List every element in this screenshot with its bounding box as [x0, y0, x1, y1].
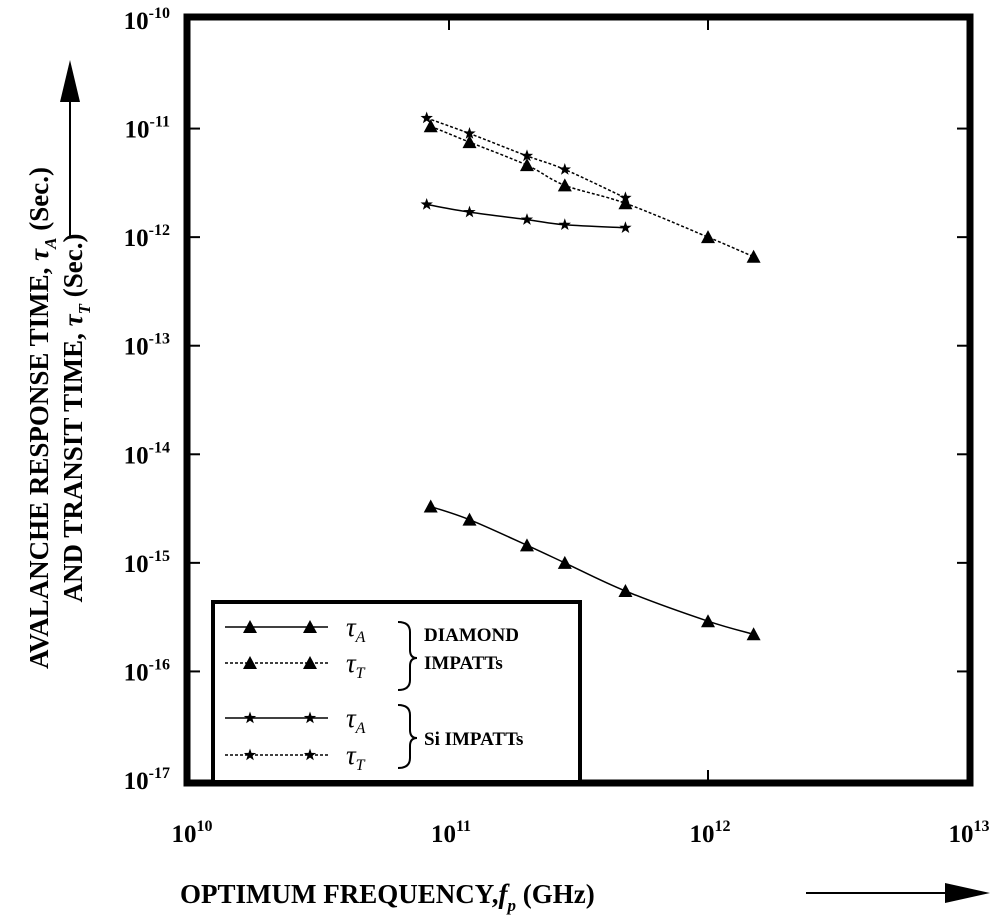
series-2 [423, 119, 761, 263]
y-tick-label: 10-17 [124, 765, 170, 795]
data-point [558, 163, 571, 175]
svg-text:AVALANCHE RESPONSE TIME, τA (S: AVALANCHE RESPONSE TIME, τA (Sec.) [24, 167, 60, 669]
legend-entry-label: τA [346, 612, 366, 646]
data-point [423, 499, 438, 513]
data-point [746, 627, 761, 641]
x-tick-label: 1010 [172, 818, 213, 848]
data-point [618, 196, 633, 210]
x-direction-arrow [806, 883, 990, 903]
y-tick-label: 10-14 [124, 439, 170, 469]
data-point [420, 198, 433, 210]
legend-marker [303, 656, 317, 669]
legend-marker [303, 620, 317, 633]
legend-marker [303, 711, 317, 724]
y-tick-label: 10-15 [124, 548, 170, 578]
data-point [618, 584, 633, 598]
y-axis-title-line2: AND TRANSIT TIME, τT (Sec.) [58, 234, 94, 603]
data-point [558, 218, 571, 230]
legend-entry-label: τT [346, 648, 366, 682]
data-point [557, 178, 572, 192]
legend-box [211, 600, 582, 784]
data-point [462, 512, 477, 526]
y-tick-label: 10-16 [124, 656, 170, 686]
legend-brace-si [397, 704, 418, 769]
y-tick-label: 10-13 [124, 331, 170, 361]
series-layer [420, 111, 761, 641]
x-tick-label: 1011 [431, 818, 471, 848]
y-tick-label: 10-12 [124, 222, 170, 252]
data-point [463, 127, 476, 139]
data-point [420, 111, 433, 124]
legend-group-si: Si IMPATTs [424, 729, 523, 750]
series-3 [420, 198, 632, 233]
x-axis-title: OPTIMUM FREQUENCY,fp (GHz) [180, 879, 595, 915]
data-point [746, 249, 761, 263]
data-point [520, 149, 534, 162]
x-tick-label: 1013 [949, 818, 990, 848]
data-point [701, 230, 715, 244]
legend-samples [225, 620, 328, 761]
data-point [519, 538, 534, 552]
y-direction-arrow [60, 60, 80, 238]
data-point [462, 135, 477, 149]
legend-marker [243, 620, 257, 633]
legend-marker [243, 748, 257, 761]
data-point [619, 221, 632, 233]
data-point [423, 119, 438, 133]
legend-marker [303, 748, 317, 761]
y-axis-title-line1: AVALANCHE RESPONSE TIME, τA (Sec.) [24, 167, 60, 669]
legend-marker [243, 711, 257, 724]
x-axis-ticks: 1010 1011 1012 1013 [172, 20, 990, 848]
series-4 [420, 111, 632, 204]
y-axis-ticks: 10-10 10-11 10-12 10-13 10-14 10-15 10-16 10-17 [124, 5, 967, 795]
legend-marker [243, 656, 257, 669]
legend-group-diamond-line2: IMPATTs [424, 653, 503, 674]
data-point [557, 555, 572, 569]
y-tick-label: 10-11 [125, 114, 170, 144]
legend-entry-label: τT [346, 740, 366, 774]
legend-group-diamond-line1: DIAMOND [424, 625, 519, 646]
svg-text:AND TRANSIT TIME, τT (Sec.): AND TRANSIT TIME, τT (Sec.) [58, 234, 94, 603]
data-point [701, 614, 715, 628]
series-1 [423, 499, 761, 641]
legend-brace-diamond [397, 621, 418, 691]
data-point [619, 191, 632, 204]
y-tick-label: 10-10 [124, 5, 170, 35]
data-point [463, 205, 476, 218]
x-tick-label: 1012 [690, 818, 731, 848]
data-point [520, 213, 534, 225]
legend-entry-label: τA [346, 703, 366, 737]
data-point [519, 158, 534, 172]
